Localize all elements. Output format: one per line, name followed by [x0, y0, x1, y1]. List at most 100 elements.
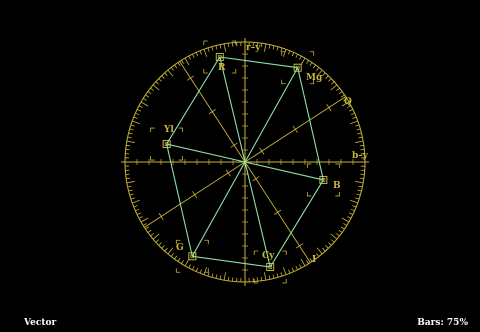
target-bracket	[175, 268, 181, 273]
graticule-tick	[177, 62, 181, 67]
graticule-tick	[350, 208, 355, 212]
axis-label-i: I	[312, 255, 316, 265]
graticule-tick	[338, 91, 343, 95]
graticule-tick	[135, 208, 140, 212]
graticule-tick	[355, 124, 360, 127]
graticule-tick	[132, 199, 140, 204]
graticule-tick	[349, 212, 354, 215]
target-bracket	[231, 68, 237, 74]
graticule-tick	[264, 43, 267, 52]
graticule-tick	[177, 257, 181, 262]
graticule-tick	[349, 109, 354, 112]
target-bracket	[203, 40, 208, 45]
target-bracket	[306, 191, 312, 197]
graticule-tick	[291, 267, 295, 272]
axis-tick	[259, 147, 265, 155]
axis-label-b-y: b–y	[352, 151, 369, 161]
graticule-tick	[355, 140, 364, 143]
target-bracket	[309, 51, 315, 56]
graticule-tick	[330, 81, 335, 85]
target-bracket	[175, 239, 181, 245]
graticule-tick	[325, 75, 329, 79]
graticule-tick	[143, 98, 147, 101]
graticule-tick	[138, 105, 143, 108]
graticule-tick	[188, 264, 191, 269]
graticule-tick	[152, 84, 160, 91]
graticule-tick	[133, 116, 138, 119]
graticule-tick	[126, 177, 131, 180]
graticule-lines	[121, 38, 369, 286]
graticule-tick	[129, 128, 134, 131]
target-bracket	[309, 79, 315, 85]
graticule-tick	[300, 258, 306, 267]
axis-tick	[158, 212, 164, 221]
axis-tick	[292, 125, 298, 133]
target-label-b: B	[333, 181, 341, 191]
graticule-tick	[288, 269, 291, 274]
axis-tick	[208, 109, 216, 115]
graticule-tick	[352, 205, 357, 208]
target-bracket	[282, 250, 287, 256]
graticule-tick	[347, 216, 352, 219]
target-bracket	[178, 127, 184, 133]
target-bracket	[253, 250, 259, 256]
graticule-tick	[316, 247, 323, 255]
graticule-tick	[203, 49, 208, 57]
graticule-tick	[352, 116, 357, 119]
graticule-tick	[330, 84, 338, 91]
target-bracket	[231, 40, 237, 45]
graticule-tick	[135, 112, 140, 116]
graticule-tick	[181, 60, 184, 64]
axis-tick	[230, 142, 238, 148]
graticule-tick	[280, 47, 283, 52]
graticule-tick	[340, 94, 345, 98]
graticule-tick	[358, 185, 363, 188]
graticule-tick	[126, 144, 131, 147]
graticule-tick	[264, 272, 267, 281]
graticule-tick	[174, 64, 178, 69]
graticule-tick	[132, 120, 140, 125]
vector-trace	[166, 56, 324, 268]
graticule-tick	[143, 223, 147, 226]
graticule-tick	[127, 185, 132, 188]
target-bracket	[281, 51, 286, 56]
graticule-tick	[328, 242, 332, 246]
target-label-g: G	[176, 243, 184, 253]
graticule-tick	[282, 267, 287, 275]
graticule-tick	[199, 50, 202, 55]
graticule-tick	[328, 78, 332, 82]
graticule-tick	[356, 128, 361, 131]
graticule-tick	[359, 177, 364, 180]
graticule-tick	[136, 109, 141, 112]
graticule-tick	[260, 43, 263, 48]
target-bracket	[335, 191, 340, 197]
graticule-tick	[161, 75, 165, 79]
graticule-tick	[356, 193, 361, 196]
graticule-tick	[136, 212, 141, 215]
graticule-tick	[291, 52, 295, 57]
graticule-tick	[358, 136, 363, 139]
graticule-tick	[280, 272, 283, 277]
graticule-tick	[127, 136, 132, 139]
graticule-tick	[130, 124, 135, 127]
graticule-tick	[340, 226, 345, 230]
axis-tick	[274, 209, 282, 215]
graticule-tick	[158, 78, 162, 82]
graticule-tick	[128, 132, 133, 135]
trace-path	[166, 56, 324, 268]
graticule-tick	[338, 229, 343, 233]
graticule-tick	[309, 257, 313, 262]
graticule-tick	[219, 275, 222, 280]
graticule-tick	[129, 193, 134, 196]
graticule-tick	[325, 245, 329, 249]
graticule-tick	[316, 253, 320, 257]
axis-tick	[252, 176, 260, 182]
graticule-tick	[167, 247, 174, 255]
target-bracket	[150, 156, 155, 161]
graticule-tick	[184, 57, 190, 66]
graticule-tick	[170, 67, 174, 71]
graticule-tick	[357, 132, 362, 135]
graticule-tick	[322, 247, 326, 252]
graticule-tick	[306, 260, 309, 264]
graticule-tick	[150, 87, 154, 91]
